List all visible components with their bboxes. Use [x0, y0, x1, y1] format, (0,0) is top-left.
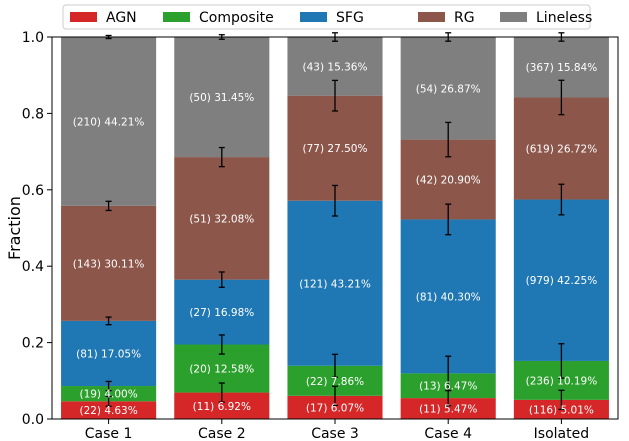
x-tick-label: Case 4 [424, 426, 472, 441]
legend: AGN Composite SFG RG Lineless [62, 4, 592, 30]
segment-label: (11) 6.92% [193, 401, 251, 413]
segment-label: (143) 30.11% [73, 258, 145, 270]
x-tick-label: Case 3 [311, 426, 359, 441]
legend-label: Composite [199, 10, 274, 26]
bar-segment-sfg-1 [61, 320, 157, 387]
y-axis-title: Fraction [5, 196, 24, 260]
segment-label: (619) 26.72% [526, 144, 598, 156]
legend-swatch-composite [163, 12, 190, 22]
segment-label: (77) 27.50% [303, 143, 368, 155]
bar-segment-rg-1 [61, 205, 157, 321]
y-tick-label: 0.6 [22, 183, 44, 199]
segment-label: (50) 31.45% [189, 92, 254, 104]
segment-label: (43) 15.36% [303, 61, 368, 73]
y-tick-label: 0.4 [22, 259, 44, 275]
bar-segment-sfg-3 [287, 200, 383, 366]
segment-label: (22) 4.63% [79, 405, 137, 417]
y-tick-label: 0.0 [22, 412, 44, 428]
axes-layer: Case 1 Case 2 Case 3 Case 4 Isolated 0.0 0.2 0.… [22, 30, 619, 441]
segment-label: (116) 5.01% [529, 404, 594, 416]
legend-label: Lineless [536, 10, 592, 26]
x-tick-label: Case 2 [198, 426, 246, 441]
legend-label: RG [454, 10, 475, 26]
y-tick-label: 0.2 [22, 336, 44, 352]
bar-segment-rg-3 [287, 95, 383, 201]
legend-swatch-rg [418, 12, 445, 22]
legend-swatch-agn [70, 12, 97, 22]
segment-label: (54) 26.87% [416, 83, 481, 95]
bars-layer [61, 36, 609, 419]
bar-segment-rg-2 [174, 157, 270, 280]
segment-label: (22) 7.86% [306, 376, 364, 388]
legend-label: AGN [106, 10, 137, 26]
bar-segment-composite-1 [61, 386, 157, 402]
plot-frame [51, 36, 619, 420]
segment-label: (367) 15.84% [526, 62, 598, 74]
segment-label: (20) 12.58% [189, 364, 254, 376]
segment-label: (210) 44.21% [73, 116, 145, 128]
bar-segment-sfg-2 [174, 279, 270, 345]
segment-label: (27) 16.98% [189, 307, 254, 319]
segment-labels-layer: (22) 4.63% (19) 4.00% (81) 17.05% (143) 30.… [73, 61, 597, 417]
segment-label: (81) 40.30% [416, 291, 481, 303]
x-tick-label: Case 1 [85, 426, 133, 441]
segment-label: (11) 5.47% [419, 404, 477, 416]
bar-segment-agn-3 [287, 395, 383, 419]
segment-label: (19) 4.00% [79, 389, 137, 401]
segment-label: (236) 10.19% [526, 375, 598, 387]
bar-segment-agn-1 [61, 401, 157, 419]
segment-label: (42) 20.90% [416, 175, 481, 187]
legend-swatch-lineless [500, 12, 527, 22]
legend-label: SFG [336, 10, 364, 26]
bar-segment-lineless-2 [174, 36, 270, 158]
bar-segment-agn-4 [400, 398, 496, 419]
bar-segment-lineless-1 [61, 37, 157, 206]
y-tick-label: 0.8 [22, 106, 44, 122]
y-tick-label: 1.0 [22, 30, 44, 46]
segment-label: (13) 6.47% [419, 381, 477, 393]
bar-segment-sfg-4 [400, 219, 496, 374]
segment-label: (81) 17.05% [76, 348, 141, 360]
segment-label: (979) 42.25% [526, 275, 598, 287]
segment-label: (121) 43.21% [299, 278, 371, 290]
segment-label: (51) 32.08% [189, 213, 254, 225]
segment-label: (17) 6.07% [306, 402, 364, 414]
x-tick-label: Isolated [534, 426, 589, 441]
bar-segment-sfg-5 [513, 199, 609, 361]
legend-swatch-sfg [300, 12, 327, 22]
